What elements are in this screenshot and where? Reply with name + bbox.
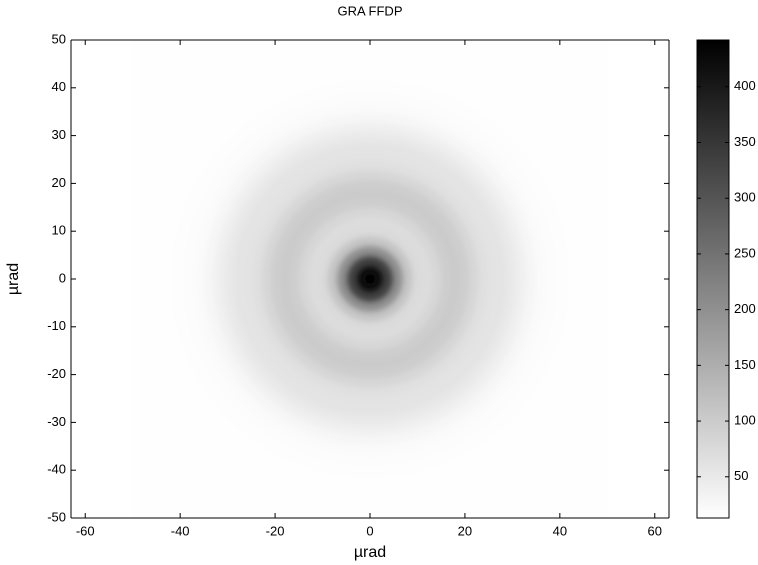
y-tick-label: 50 — [52, 31, 66, 46]
chart-title: GRA FFDP — [337, 3, 402, 18]
y-tick-label: -50 — [47, 509, 66, 524]
x-axis-label: µrad — [354, 544, 386, 561]
colorbar-tick-label: 250 — [734, 245, 756, 260]
y-tick-label: 30 — [52, 127, 66, 142]
colorbar-tick-label: 100 — [734, 413, 756, 428]
y-tick-label: -40 — [47, 462, 66, 477]
ring — [365, 274, 375, 284]
x-tick-label: -20 — [266, 523, 285, 538]
y-tick-label: -30 — [47, 414, 66, 429]
y-axis-label: µrad — [5, 263, 22, 295]
colorbar-tick-label: 50 — [734, 468, 748, 483]
x-tick-label: -40 — [171, 523, 190, 538]
x-tick-label: 40 — [553, 523, 567, 538]
y-tick-label: 0 — [59, 270, 66, 285]
colorbar-tick-label: 400 — [734, 78, 756, 93]
colorbar-tick-label: 200 — [734, 301, 756, 316]
colorbar — [696, 39, 730, 519]
colorbar-tick-label: 300 — [734, 190, 756, 205]
y-tick-label: 20 — [52, 175, 66, 190]
y-tick-label: 10 — [52, 223, 66, 238]
x-tick-label: -60 — [76, 523, 95, 538]
y-tick-label: -20 — [47, 366, 66, 381]
axes: -60 -40 -20 0 20 40 60 -50 -40 -30 -20 -10 0 10 20 30 40… — [47, 31, 756, 538]
image — [132, 40, 608, 518]
x-tick-label: 20 — [458, 523, 472, 538]
y-tick-label: 40 — [52, 79, 66, 94]
rings — [132, 40, 608, 518]
x-tick-label: 60 — [648, 523, 662, 538]
colorbar-tick-label: 150 — [734, 357, 756, 372]
x-tick-label: 0 — [366, 523, 373, 538]
y-tick-label: -10 — [47, 318, 66, 333]
colorbar-tick-label: 350 — [734, 134, 756, 149]
